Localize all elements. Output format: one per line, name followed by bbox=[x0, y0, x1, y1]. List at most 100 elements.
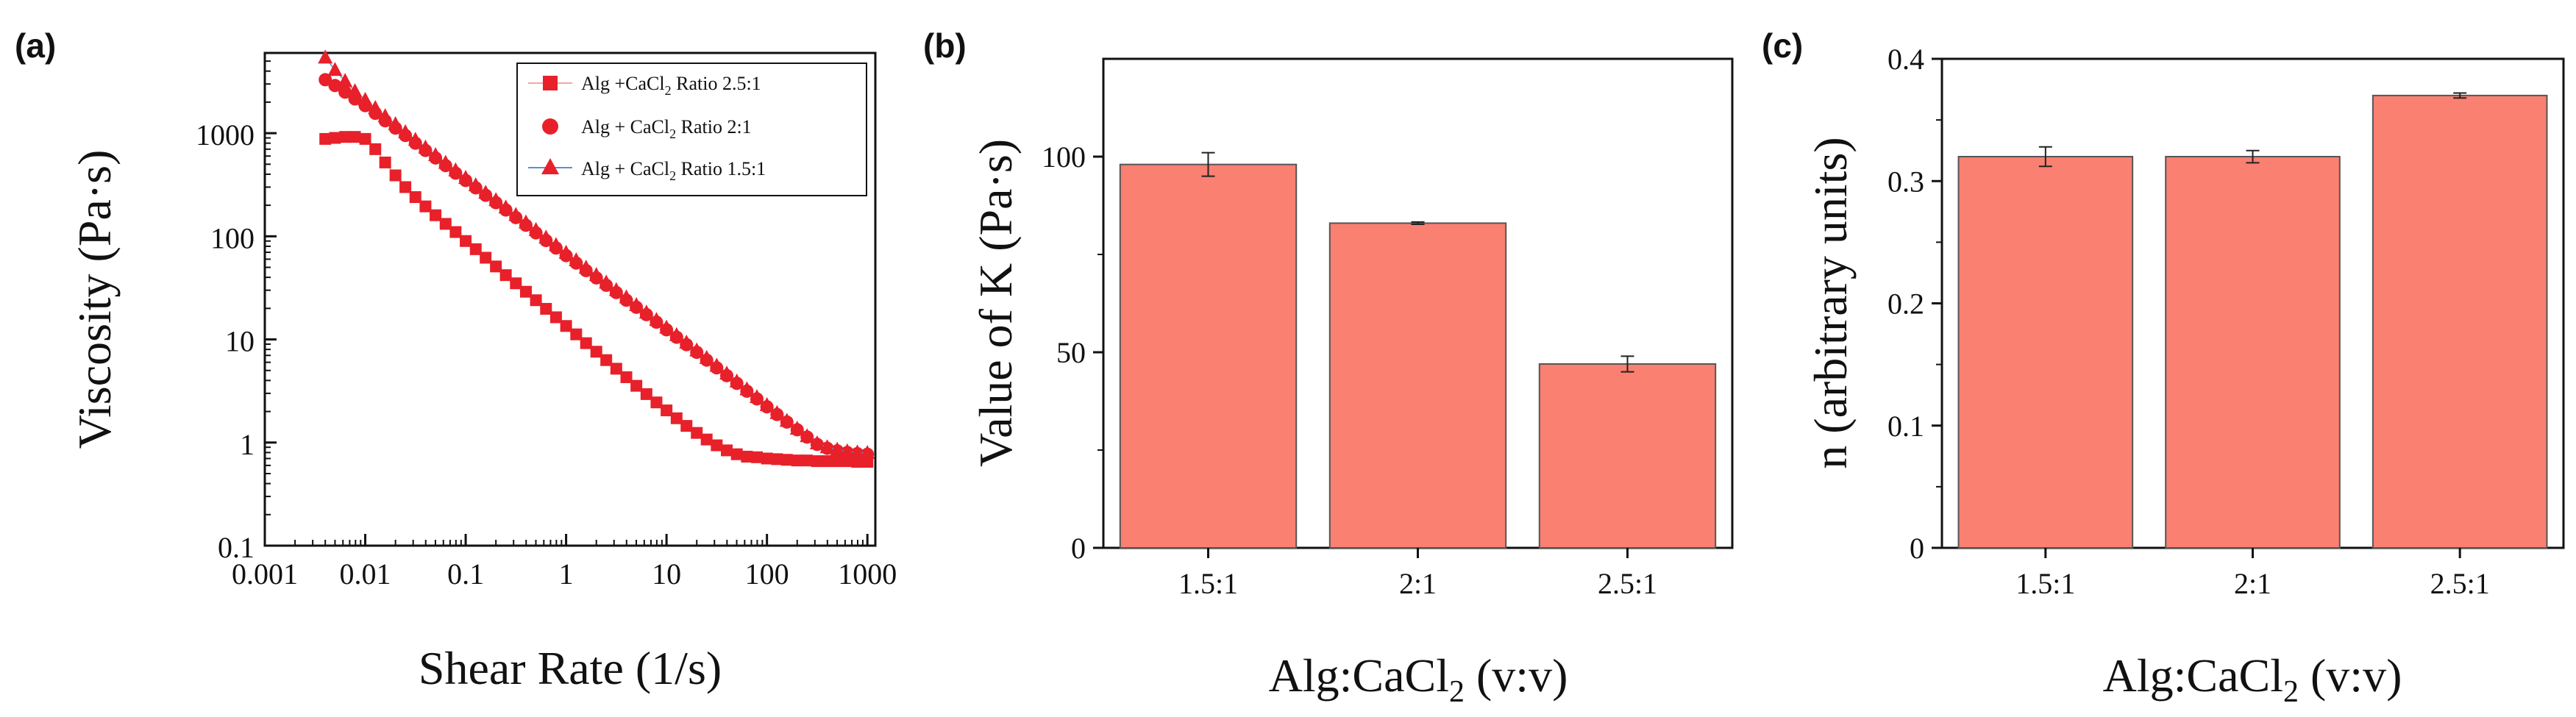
data-point-square bbox=[549, 311, 562, 324]
data-point-triangle bbox=[347, 83, 363, 98]
data-point-square bbox=[469, 243, 482, 255]
y-tick-label: 0.3 bbox=[1887, 165, 1924, 198]
data-point-square bbox=[449, 226, 462, 238]
data-point-square bbox=[490, 260, 502, 273]
x-tick-label: 0.01 bbox=[340, 557, 391, 591]
data-point-square bbox=[721, 444, 733, 457]
x-tick-label: 1.5:1 bbox=[2015, 567, 2075, 600]
data-point-square bbox=[570, 328, 583, 340]
data-point-square bbox=[379, 156, 391, 168]
y-tick-label: 1000 bbox=[196, 118, 255, 151]
data-point-triangle bbox=[800, 428, 815, 443]
data-point-square bbox=[610, 363, 622, 375]
y-tick-label: 0.1 bbox=[1887, 410, 1924, 443]
y-tick-label: 10 bbox=[225, 325, 255, 358]
y-tick-label: 100 bbox=[1042, 140, 1086, 174]
legend-box bbox=[516, 63, 867, 196]
bar-1.5:1 bbox=[1119, 163, 1298, 549]
data-point-square bbox=[389, 169, 402, 182]
data-point-square bbox=[831, 455, 844, 468]
data-point-triangle bbox=[377, 108, 393, 123]
data-point-square bbox=[510, 277, 522, 290]
data-point-square bbox=[600, 354, 613, 366]
data-point-triangle bbox=[558, 244, 574, 259]
panel-b-k-value-chart: (b) 0 50 100 1.5:1 2:1 2.5:1 Value of K (Pa·… bbox=[923, 26, 1734, 709]
data-point-triangle bbox=[679, 334, 694, 349]
x-tick-label: 1 bbox=[559, 557, 574, 591]
data-point-square bbox=[540, 302, 552, 315]
panel-a-viscosity-chart: (a) 0.1 1 10 100 1000 0.001 0.01 0.1 1 10 100 1000… bbox=[15, 26, 897, 694]
data-point-square bbox=[460, 235, 472, 247]
panel-c-x-axis: 1.5:1 2:1 2.5:1 bbox=[2015, 548, 2490, 600]
data-point-triangle bbox=[438, 154, 453, 169]
x-tick-label: 1000 bbox=[838, 557, 897, 591]
data-point-triangle bbox=[769, 404, 785, 419]
data-point-square bbox=[530, 294, 542, 307]
y-tick-label: 0 bbox=[1071, 532, 1086, 565]
data-point-square bbox=[480, 252, 492, 264]
y-tick-label: 50 bbox=[1056, 336, 1086, 369]
data-point-triangle bbox=[638, 304, 654, 319]
x-tick-label: 10 bbox=[652, 557, 681, 591]
data-point-triangle bbox=[468, 177, 483, 192]
data-point-square bbox=[499, 269, 512, 282]
bar-2.5:1 bbox=[2372, 94, 2548, 549]
y-tick-label: 0.4 bbox=[1887, 43, 1924, 76]
data-point-triangle bbox=[428, 147, 444, 162]
data-point-square bbox=[409, 191, 421, 204]
data-point-triangle bbox=[569, 252, 584, 266]
data-point-square bbox=[791, 454, 803, 467]
panel-c-n-value-chart: (c) 0 0.1 0.2 0.3 0.4 1.5:1 2:1 2.5:1 n (arbit… bbox=[1762, 26, 2565, 709]
data-point-square bbox=[319, 132, 332, 145]
x-tick-label: 1.5:1 bbox=[1178, 567, 1238, 600]
panel-a-legend: Alg +CaCl2 Ratio 2.5:1 Alg + CaCl2 Ratio… bbox=[516, 63, 867, 196]
data-point-square bbox=[761, 452, 773, 465]
data-point-triangle bbox=[739, 381, 755, 396]
data-point-square bbox=[560, 320, 572, 332]
panel-c-bars bbox=[1957, 92, 2548, 549]
data-point-square bbox=[780, 454, 793, 466]
data-point-triangle bbox=[860, 445, 875, 460]
data-point-square bbox=[691, 427, 703, 439]
data-point-circle bbox=[338, 85, 352, 99]
data-point-triangle bbox=[357, 91, 373, 106]
data-point-square bbox=[700, 433, 713, 446]
legend-square-marker bbox=[543, 76, 558, 90]
data-point-square bbox=[640, 388, 652, 400]
data-point-triangle bbox=[729, 373, 744, 388]
data-point-square bbox=[359, 132, 371, 145]
data-point-triangle bbox=[408, 132, 423, 146]
bar-2:1 bbox=[1328, 222, 1507, 549]
data-point-square bbox=[580, 337, 592, 349]
data-point-square bbox=[630, 379, 643, 392]
data-point-square bbox=[750, 451, 763, 463]
data-point-circle bbox=[319, 73, 332, 87]
y-tick-label: 100 bbox=[210, 221, 255, 254]
data-point-triangle bbox=[659, 319, 675, 334]
data-point-square bbox=[419, 200, 432, 213]
panel-a-data-points bbox=[318, 49, 875, 468]
data-point-triangle bbox=[327, 62, 343, 76]
data-point-triangle bbox=[548, 237, 563, 252]
legend-circle-marker bbox=[542, 118, 558, 135]
panel-b-y-axis-title: Value of K (Pa·s) bbox=[969, 139, 1022, 467]
data-point-triangle bbox=[669, 327, 684, 341]
data-point-square bbox=[650, 396, 663, 409]
data-point-triangle bbox=[498, 199, 513, 214]
x-tick-label: 2:1 bbox=[2234, 567, 2271, 600]
data-point-square bbox=[399, 181, 412, 193]
data-point-triangle bbox=[338, 73, 353, 88]
data-point-triangle bbox=[368, 100, 383, 115]
data-point-triangle bbox=[478, 185, 494, 199]
data-point-triangle bbox=[850, 444, 865, 459]
data-point-square bbox=[339, 131, 352, 143]
data-point-triangle bbox=[398, 124, 413, 138]
data-point-triangle bbox=[518, 214, 533, 229]
x-tick-label: 2.5:1 bbox=[2430, 567, 2490, 600]
data-point-square bbox=[349, 131, 361, 143]
data-point-triangle bbox=[599, 274, 614, 289]
data-point-triangle bbox=[588, 267, 604, 282]
data-point-triangle bbox=[538, 229, 554, 244]
data-point-square bbox=[680, 420, 693, 432]
panel-c-x-axis-title: Alg:CaCl2 (v:v) bbox=[2103, 649, 2402, 709]
